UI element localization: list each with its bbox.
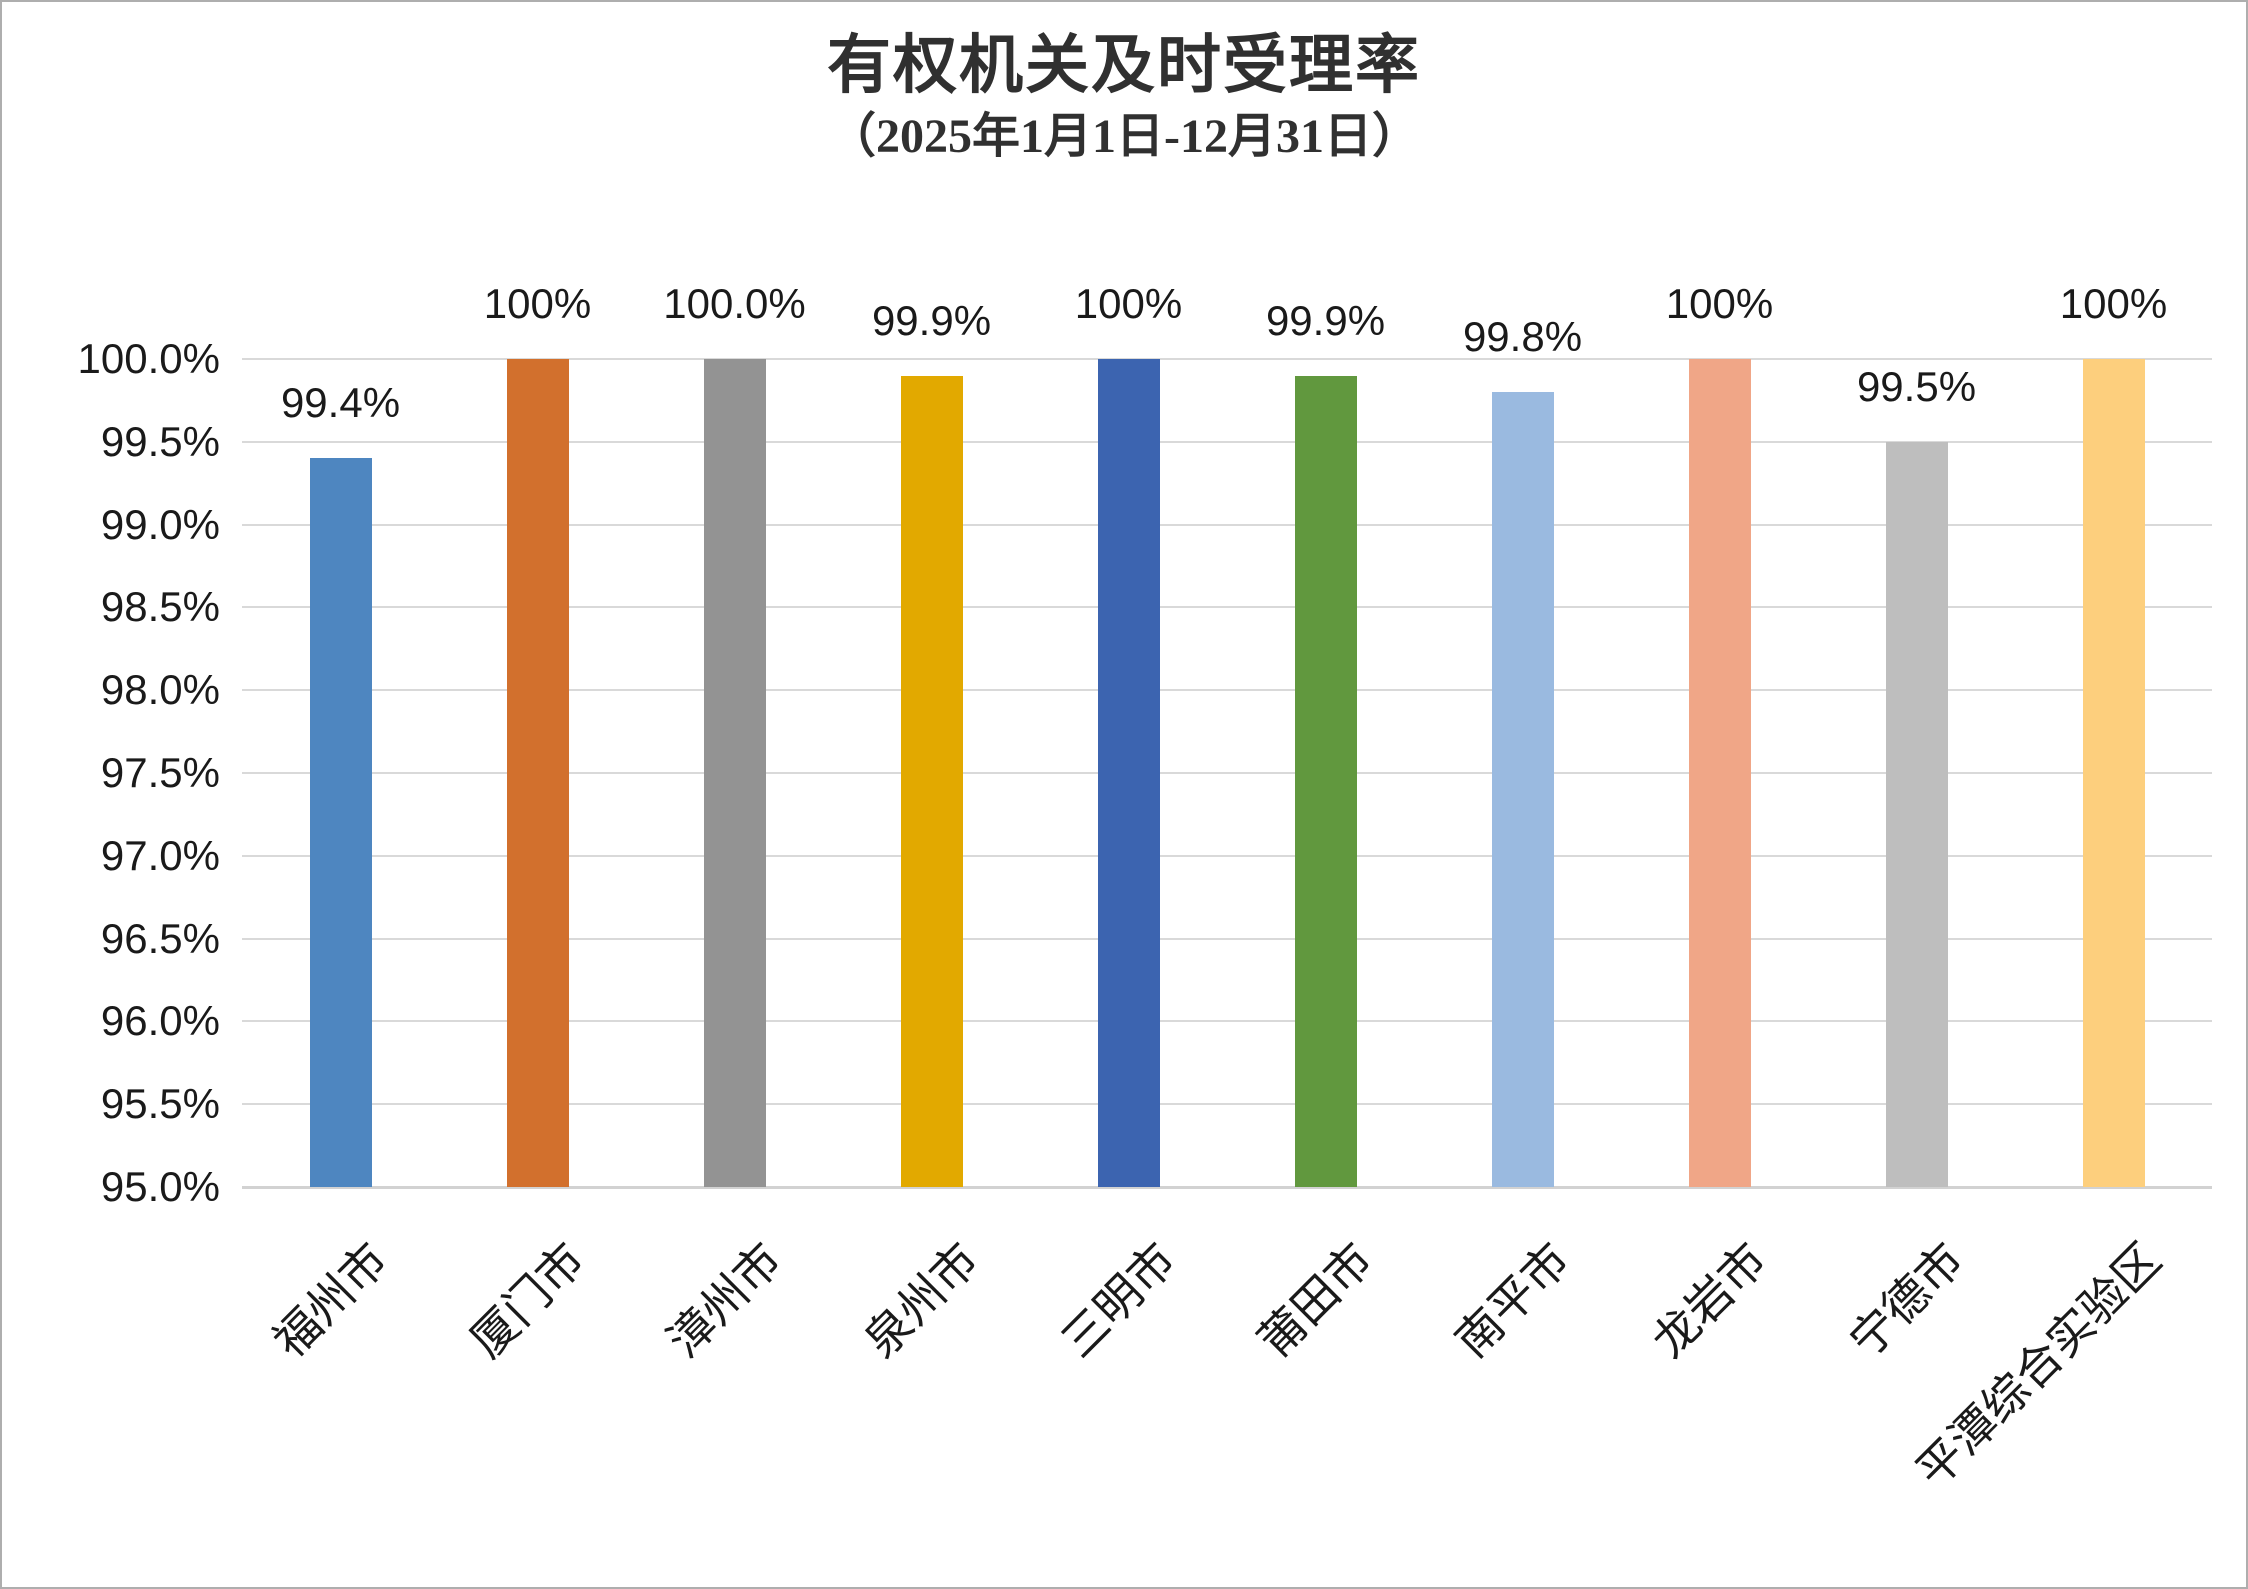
bar-value-label: 99.5%	[1856, 362, 1977, 410]
gridline	[242, 772, 2212, 774]
bar-value-label: 99.9%	[1265, 296, 1386, 344]
gridline	[242, 1020, 2212, 1023]
bar-龙岩市	[1688, 359, 1751, 1187]
bar-厦门市	[506, 359, 569, 1187]
bar-value-label: 100%	[2059, 280, 2168, 327]
y-tick-label: 95.0%	[100, 1163, 220, 1210]
y-tick-label: 98.5%	[100, 583, 220, 631]
gridline	[242, 523, 2212, 526]
x-axis-line	[242, 1186, 2212, 1189]
bar-value-label: 99.4%	[280, 379, 401, 427]
bar-value-label: 99.9%	[871, 296, 992, 344]
gridline	[242, 937, 2212, 940]
y-tick-label: 99.5%	[100, 417, 220, 465]
gridline	[242, 358, 2212, 360]
bar-value-label: 99.8%	[1462, 313, 1583, 361]
gridline	[242, 606, 2212, 609]
gridline	[242, 1103, 2212, 1106]
x-category-label: 莆田市	[1248, 1233, 1383, 1368]
x-category-label: 南平市	[1445, 1233, 1580, 1368]
bar-平潭综合实验区	[2082, 359, 2145, 1187]
gridline	[242, 854, 2212, 857]
x-axis: 福州市 厦门市 漳州市 泉州市 三明市 莆田市 南平市 龙岩市 宁德市 平潭综合实验区	[242, 1187, 2212, 1587]
x-category-label: 泉州市	[854, 1233, 989, 1368]
bar-泉州市	[900, 375, 963, 1187]
gridline	[242, 440, 2212, 443]
bar-三明市	[1097, 359, 1160, 1187]
y-axis: 95.0% 95.5% 96.0% 96.5% 97.0% 97.5% 98.0% 98.5%…	[2, 337, 220, 1209]
y-tick-label: 96.0%	[100, 997, 220, 1045]
chart-title: 有权机关及时受理率	[827, 30, 1421, 101]
bar-福州市	[309, 458, 372, 1187]
bar-value-label: 100%	[1074, 280, 1183, 327]
x-category-label: 龙岩市	[1642, 1233, 1777, 1368]
y-tick-label: 97.5%	[100, 749, 220, 796]
gridline	[242, 689, 2212, 692]
bar-莆田市	[1294, 375, 1357, 1187]
bar-value-label: 100.0%	[663, 280, 806, 327]
y-tick-label: 98.0%	[100, 666, 220, 714]
bar-value-label: 100%	[483, 280, 592, 327]
y-tick-label: 99.0%	[100, 500, 220, 548]
x-category-label: 漳州市	[657, 1233, 792, 1368]
x-category-label: 三明市	[1051, 1233, 1186, 1368]
bar-宁德市	[1885, 441, 1948, 1187]
x-category-label: 厦门市	[460, 1233, 595, 1368]
y-tick-label: 95.5%	[100, 1080, 220, 1128]
bar-value-label: 100%	[1665, 280, 1774, 327]
bar-南平市	[1491, 392, 1554, 1187]
chart-subtitle: （2025年1月1日-12月31日）	[828, 110, 1420, 163]
y-tick-label: 96.5%	[100, 914, 220, 962]
x-category-label: 宁德市	[1839, 1233, 1974, 1368]
y-tick-label: 100.0%	[77, 335, 220, 382]
plot-area: 99.4% 100% 100.0% 99.9% 100% 99.9% 99.8% 100% 99…	[242, 281, 2212, 1189]
y-tick-label: 97.0%	[100, 831, 220, 879]
x-category-label: 福州市	[263, 1233, 398, 1368]
bar-漳州市	[703, 359, 766, 1187]
